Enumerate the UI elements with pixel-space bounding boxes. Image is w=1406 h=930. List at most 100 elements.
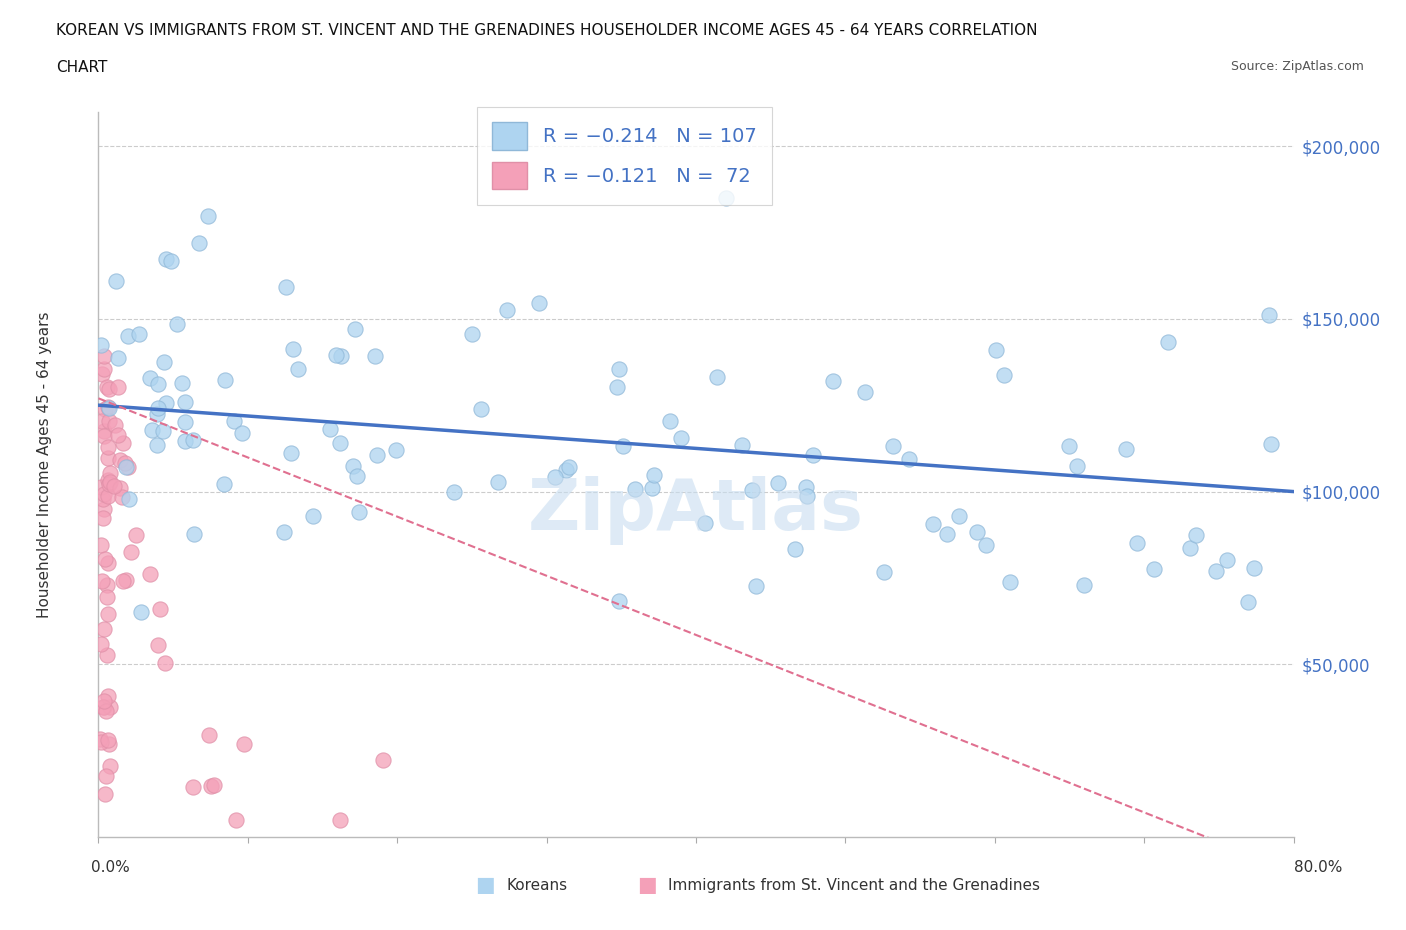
Point <box>148 637 170 652</box>
Text: Householder Income Ages 45 - 64 years: Householder Income Ages 45 - 64 years <box>38 312 52 618</box>
Point <box>170 376 193 391</box>
Point <box>97 488 120 503</box>
Point <box>202 777 225 792</box>
Point <box>796 488 818 503</box>
Point <box>155 656 177 671</box>
Point <box>111 573 134 588</box>
Point <box>128 326 150 341</box>
Point <box>966 525 988 539</box>
Point <box>641 481 664 496</box>
Point <box>823 374 845 389</box>
Text: 80.0%: 80.0% <box>1295 860 1343 875</box>
Text: KOREAN VS IMMIGRANTS FROM ST. VINCENT AND THE GRENADINES HOUSEHOLDER INCOME AGES: KOREAN VS IMMIGRANTS FROM ST. VINCENT AN… <box>56 23 1038 38</box>
Point <box>181 780 204 795</box>
Point <box>98 400 121 415</box>
Point <box>364 349 387 364</box>
Point <box>174 433 197 448</box>
Point <box>344 322 367 337</box>
Point <box>94 402 117 417</box>
Point <box>671 431 693 445</box>
Point <box>766 476 789 491</box>
Point <box>139 370 162 385</box>
Point <box>93 501 115 516</box>
Point <box>146 377 169 392</box>
Point <box>93 700 115 715</box>
Point <box>1237 594 1260 609</box>
Point <box>96 704 118 719</box>
Point <box>96 578 118 592</box>
Point <box>706 369 728 384</box>
Point <box>98 381 121 396</box>
Point <box>94 787 117 802</box>
Point <box>984 342 1007 357</box>
Point <box>558 459 581 474</box>
Point <box>612 438 634 453</box>
Point <box>785 541 807 556</box>
Point <box>173 394 195 409</box>
Point <box>93 429 115 444</box>
Point <box>200 778 222 793</box>
Point <box>329 348 352 363</box>
Point <box>98 699 121 714</box>
Point <box>1258 308 1281 323</box>
Point <box>346 469 368 484</box>
Text: Immigrants from St. Vincent and the Grenadines: Immigrants from St. Vincent and the Gren… <box>668 878 1040 893</box>
Point <box>486 474 509 489</box>
Point <box>329 435 352 450</box>
Point <box>141 422 163 437</box>
Text: ■: ■ <box>637 875 657 896</box>
Point <box>1115 442 1137 457</box>
Point <box>94 768 117 783</box>
Point <box>97 440 120 455</box>
Point <box>110 481 132 496</box>
Point <box>91 492 114 507</box>
Point <box>998 575 1021 590</box>
Point <box>607 362 630 377</box>
Point <box>112 436 135 451</box>
Point <box>90 414 112 429</box>
Point <box>993 367 1015 382</box>
Point <box>544 470 567 485</box>
Point <box>342 458 364 473</box>
Point <box>166 316 188 331</box>
Point <box>555 462 578 477</box>
Point <box>155 395 177 410</box>
Point <box>714 191 737 206</box>
Point <box>214 373 236 388</box>
Point <box>280 445 302 460</box>
Point <box>935 526 957 541</box>
Point <box>225 812 247 827</box>
Point <box>232 737 254 751</box>
Point <box>125 527 148 542</box>
Point <box>117 491 139 506</box>
Point <box>152 354 174 369</box>
Point <box>97 737 120 751</box>
Point <box>898 451 921 466</box>
Point <box>100 475 122 490</box>
Point <box>97 451 120 466</box>
Point <box>873 565 896 579</box>
Point <box>96 379 118 394</box>
Point <box>93 349 115 364</box>
Text: 0.0%: 0.0% <box>91 860 131 875</box>
Point <box>111 490 134 505</box>
Point <box>105 273 128 288</box>
Text: ■: ■ <box>475 875 495 896</box>
Point <box>97 472 120 487</box>
Point <box>794 479 817 494</box>
Point <box>643 467 665 482</box>
Point <box>1066 458 1088 473</box>
Point <box>741 483 763 498</box>
Point <box>98 465 121 480</box>
Point <box>181 432 204 447</box>
Legend: R = −0.214   N = 107, R = −0.121   N =  72: R = −0.214 N = 107, R = −0.121 N = 72 <box>477 107 772 205</box>
Point <box>744 578 766 593</box>
Point <box>853 384 876 399</box>
Point <box>385 442 408 457</box>
Point <box>98 476 121 491</box>
Point <box>160 253 183 268</box>
Point <box>114 573 136 588</box>
Point <box>801 447 824 462</box>
Point <box>107 351 129 365</box>
Point <box>90 338 112 352</box>
